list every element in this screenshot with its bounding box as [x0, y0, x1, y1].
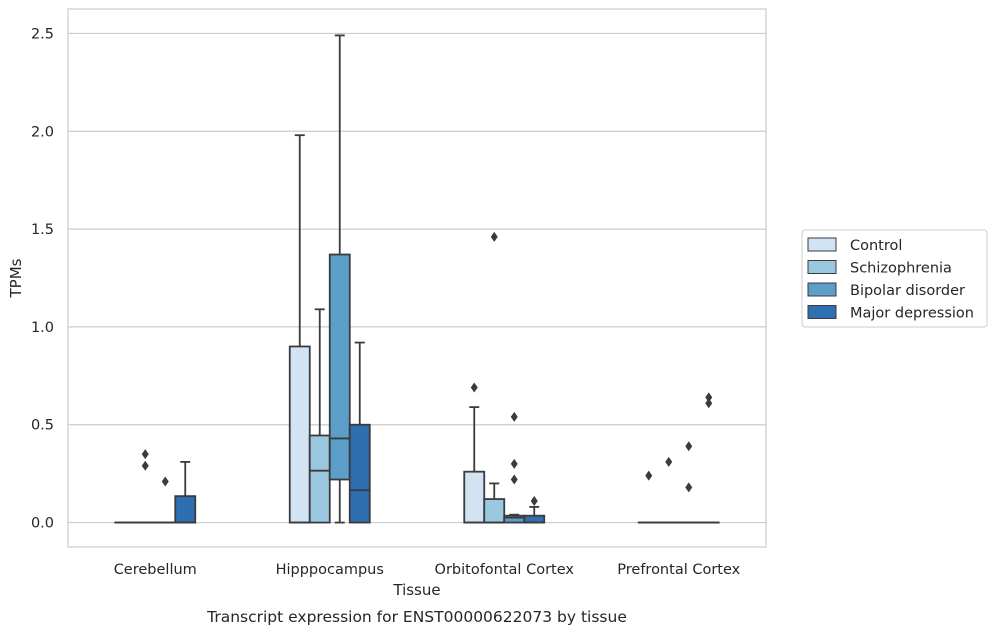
box-control [463, 382, 486, 524]
box-schizophrenia [657, 456, 680, 524]
x-tick-label: Prefrontal Cortex [617, 562, 740, 578]
box-schizophrenia [134, 449, 157, 524]
box [348, 423, 371, 524]
y-tick-label: 1.5 [31, 222, 54, 238]
x-tick-label: Hipppocampus [276, 562, 384, 578]
legend-swatch [807, 237, 837, 252]
legend-label: Schizophrenia [850, 261, 952, 277]
legend-swatch [807, 305, 837, 319]
box [503, 514, 526, 524]
outlier-point [161, 476, 169, 487]
outlier-point [490, 231, 498, 242]
box-major-depression [348, 341, 371, 524]
chart-caption: Transcript expression for ENST0000062207… [206, 608, 627, 626]
outlier-point [705, 398, 713, 409]
legend-frame [801, 229, 988, 328]
box [328, 253, 351, 481]
box-control [637, 470, 660, 524]
legend-label: Major depression [850, 306, 974, 322]
y-axis-label: TPMs [7, 258, 25, 298]
box-major-depression [174, 460, 197, 524]
outlier-point [705, 392, 713, 403]
box [288, 345, 311, 524]
outlier-point [665, 456, 673, 467]
outlier-point [685, 482, 693, 493]
y-tick-label: 0.5 [31, 418, 54, 434]
y-tick-labels: 0.0 0.5 1.0 1.5 2.0 2.5 [31, 26, 54, 531]
legend-swatch [807, 260, 837, 274]
outlier-point [530, 496, 538, 507]
box-schizophrenia [308, 308, 331, 524]
box-major-depression [697, 392, 720, 524]
box-bipolar-disorder [154, 476, 177, 524]
box-bipolar-disorder [503, 411, 526, 524]
legend-swatch [807, 282, 837, 297]
outlier-point [510, 411, 518, 422]
outlier-point [645, 470, 653, 481]
x-tick-labels: Cerebellum Hipppocampus Orbitofontal Corte… [114, 562, 741, 578]
box [483, 498, 506, 524]
outlier-point [510, 458, 518, 469]
box-schizophrenia [483, 231, 506, 524]
box [523, 514, 546, 524]
plot-area-frame [67, 8, 767, 548]
box-bipolar-disorder [677, 441, 700, 524]
legend-label: Control [850, 238, 902, 254]
box [308, 434, 331, 524]
legend-label: Bipolar disorder [850, 283, 965, 299]
y-tick-label: 2.5 [31, 26, 54, 42]
y-tick-label: 1.0 [31, 320, 54, 336]
x-axis-label: Tissue [392, 581, 440, 599]
outlier-point [685, 441, 693, 452]
x-tick-label: Orbitofontal Cortex [435, 562, 575, 578]
box-major-depression [523, 496, 546, 524]
x-tick-label: Cerebellum [114, 562, 197, 578]
outlier-point [141, 449, 149, 460]
box-series [114, 34, 720, 524]
y-tick-label: 0.0 [31, 516, 54, 532]
outlier-point [141, 460, 149, 471]
outlier-point [470, 382, 478, 393]
box-control [288, 134, 311, 524]
box [463, 470, 486, 524]
legend: Control Schizophrenia Bipolar disorder Majo… [801, 229, 988, 328]
box-bipolar-disorder [328, 34, 351, 524]
outlier-point [510, 474, 518, 485]
y-tick-label: 2.0 [31, 124, 54, 140]
box [174, 495, 197, 524]
grid-lines [68, 32, 766, 524]
